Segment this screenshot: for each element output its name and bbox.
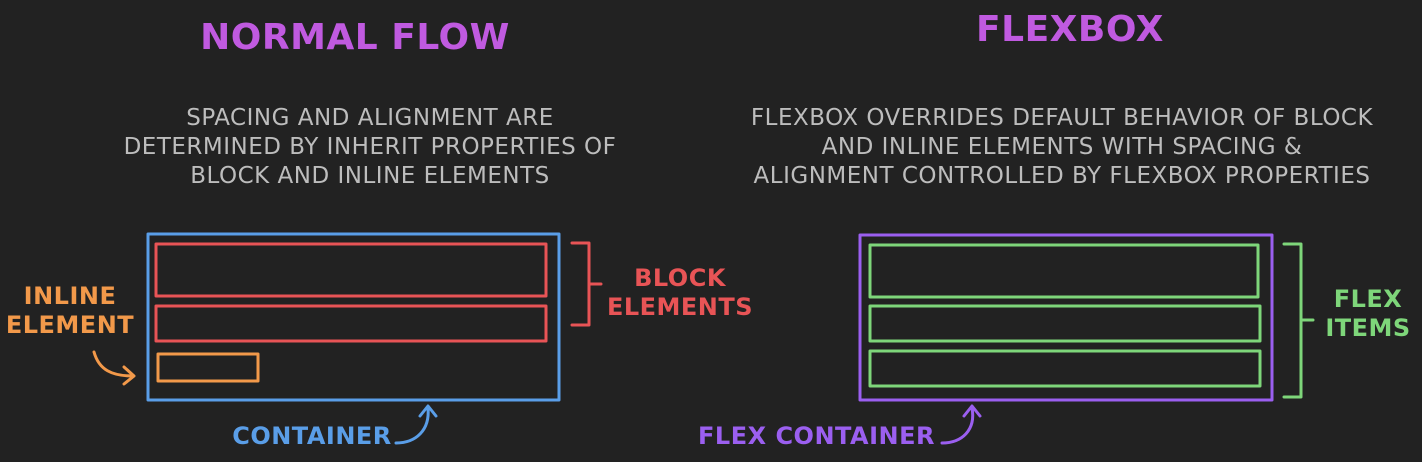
flex-item-box: [868, 304, 1262, 343]
flex-item-box: [868, 243, 1260, 299]
flexbox-description-line: AND INLINE ELEMENTS WITH SPACING &: [821, 134, 1303, 160]
flex-item-box: [868, 349, 1262, 388]
flex-container-box: [858, 233, 1274, 402]
container-label: CONTAINER: [232, 422, 392, 450]
flex-items-bracket: [1282, 242, 1315, 399]
inline-element-label-line: INLINE: [23, 282, 117, 310]
block-elements-label: BLOCK ELEMENTS: [600, 264, 760, 322]
flex-container-arrow: [940, 404, 982, 445]
flexbox-description: FLEXBOX OVERRIDES DEFAULT BEHAVIOR OF BL…: [712, 104, 1412, 191]
flex-items-label-line: ITEMS: [1325, 314, 1411, 342]
normal-flow-description-line: DETERMINED BY INHERIT PROPERTIES OF: [123, 134, 617, 160]
inline-element-label: INLINE ELEMENT: [2, 282, 138, 340]
inline-element-arrow: [92, 350, 136, 386]
block-elements-bracket: [570, 241, 603, 327]
container-arrow: [394, 404, 438, 445]
block-element-box: [154, 242, 548, 298]
block-elements-label-line: BLOCK: [634, 264, 726, 292]
flexbox-title: FLEXBOX: [976, 9, 1164, 50]
block-element-box: [154, 304, 548, 343]
normal-flow-title: NORMAL FLOW: [200, 17, 510, 58]
flex-items-label: FLEX ITEMS: [1318, 285, 1418, 343]
normal-flow-description-line: BLOCK AND INLINE ELEMENTS: [190, 163, 550, 189]
flex-items-label-line: FLEX: [1333, 285, 1403, 313]
inline-element-box: [156, 352, 260, 383]
normal-flow-description-line: SPACING AND ALIGNMENT ARE: [186, 105, 554, 131]
flexbox-description-line: ALIGNMENT CONTROLLED BY FLEXBOX PROPERTI…: [753, 163, 1371, 189]
flex-container-label: FLEX CONTAINER: [698, 422, 936, 450]
flexbox-description-line: FLEXBOX OVERRIDES DEFAULT BEHAVIOR OF BL…: [750, 105, 1374, 131]
block-elements-label-line: ELEMENTS: [606, 293, 754, 321]
container-box: [146, 232, 561, 402]
normal-flow-description: SPACING AND ALIGNMENT ARE DETERMINED BY …: [90, 104, 650, 191]
inline-element-label-line: ELEMENT: [5, 311, 135, 339]
